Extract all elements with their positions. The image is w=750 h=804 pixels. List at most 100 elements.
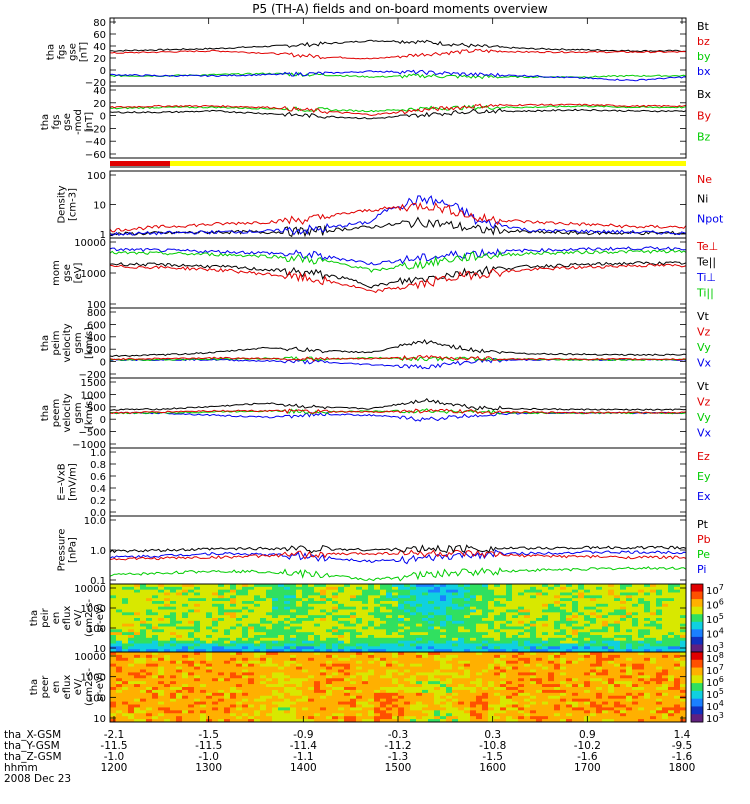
heatmap-cell — [290, 601, 297, 605]
heatmap-cell — [302, 603, 309, 608]
heatmap-cell — [248, 618, 255, 622]
heatmap-cell — [248, 612, 255, 616]
heatmap-cell — [434, 609, 441, 613]
heatmap-cell — [314, 623, 321, 627]
heatmap-cell — [554, 663, 561, 667]
heatmap-cell — [374, 689, 381, 694]
heatmap-cell — [548, 710, 555, 714]
heatmap-cell — [134, 660, 141, 665]
heatmap-cell — [260, 704, 267, 708]
heatmap-cell — [518, 615, 525, 619]
heatmap-cell — [674, 672, 681, 676]
heatmap-cell — [320, 681, 327, 685]
heatmap-cell — [200, 719, 207, 723]
heatmap-cell — [194, 589, 201, 593]
heatmap-cell — [338, 704, 345, 708]
heatmap-cell — [128, 710, 135, 714]
heatmap-cell — [314, 626, 321, 630]
heatmap-cell — [368, 626, 375, 630]
heatmap-cell — [128, 646, 135, 650]
heatmap-cell — [290, 586, 297, 591]
heatmap-cell — [422, 713, 429, 717]
heatmap-cell — [470, 654, 477, 659]
heatmap-cell — [326, 687, 333, 691]
heatmap-cell — [392, 684, 399, 688]
heatmap-cell — [416, 687, 423, 691]
heatmap-cell — [614, 657, 621, 662]
heatmap-cell — [116, 701, 123, 705]
heatmap-cell — [134, 684, 141, 688]
heatmap-cell — [530, 646, 537, 650]
panel-3-frame — [109, 170, 687, 239]
heatmap-cell — [560, 719, 567, 723]
heatmap-cell — [302, 666, 309, 670]
heatmap-cell — [170, 618, 177, 622]
heatmap-cell — [314, 684, 321, 688]
series-line-by — [109, 72, 687, 80]
heatmap-cell — [518, 704, 525, 708]
heatmap-cell — [254, 620, 261, 625]
heatmap-cell — [494, 592, 501, 596]
heatmap-cell — [326, 609, 333, 613]
heatmap-cell — [500, 704, 507, 708]
heatmap-cell — [524, 629, 531, 633]
heatmap-cell — [404, 663, 411, 667]
heatmap-cell — [488, 637, 495, 642]
heatmap-cell — [560, 652, 567, 656]
panel-5-ylabel: tha — [40, 335, 51, 351]
heatmap-cell — [188, 701, 195, 705]
heatmap-cell — [500, 710, 507, 714]
heatmap-cell — [416, 640, 423, 644]
heatmap-cell — [662, 701, 669, 705]
heatmap-cell — [356, 666, 363, 670]
heatmap-cell — [506, 612, 513, 616]
heatmap-cell — [278, 592, 285, 596]
heatmap-cell — [662, 626, 669, 630]
heatmap-cell — [458, 689, 465, 694]
heatmap-cell — [542, 589, 549, 593]
heatmap-cell — [518, 672, 525, 676]
heatmap-cell — [152, 640, 159, 644]
heatmap-cell — [200, 637, 207, 642]
heatmap-cell — [524, 695, 531, 700]
heatmap-cell — [116, 669, 123, 673]
heatmap-cell — [230, 612, 237, 616]
heatmap-cell — [188, 601, 195, 605]
heatmap-cell — [380, 646, 387, 650]
heatmap-cell — [656, 603, 663, 608]
heatmap-cell — [620, 689, 627, 694]
heatmap-cell — [128, 687, 135, 691]
heatmap-cell — [254, 684, 261, 688]
heatmap-cell — [230, 643, 237, 647]
heatmap-cell — [650, 603, 657, 608]
heatmap-cell — [164, 663, 171, 667]
heatmap-cell — [200, 678, 207, 682]
heatmap-cell — [596, 598, 603, 602]
heatmap-cell — [290, 666, 297, 670]
heatmap-cell — [410, 612, 417, 616]
heatmap-cell — [584, 663, 591, 667]
heatmap-cell — [662, 684, 669, 688]
heatmap-cell — [422, 606, 429, 610]
heatmap-cell — [560, 692, 567, 697]
heatmap-cell — [632, 635, 639, 639]
heatmap-cell — [392, 695, 399, 700]
heatmap-cell — [620, 681, 627, 685]
heatmap-cell — [434, 649, 441, 653]
heatmap-cell — [482, 654, 489, 659]
heatmap-cell — [662, 646, 669, 650]
heatmap-cell — [620, 592, 627, 596]
heatmap-cell — [248, 635, 255, 639]
heatmap-cell — [392, 652, 399, 656]
heatmap-cell — [434, 643, 441, 647]
heatmap-cell — [680, 719, 687, 723]
panel-5-ylabel: peim — [51, 330, 62, 355]
heatmap-cell — [164, 584, 171, 588]
heatmap-cell — [260, 620, 267, 625]
heatmap-cell — [272, 626, 279, 630]
heatmap-cell — [566, 652, 573, 656]
heatmap-cell — [680, 620, 687, 625]
heatmap-cell — [644, 646, 651, 650]
heatmap-cell — [344, 660, 351, 665]
